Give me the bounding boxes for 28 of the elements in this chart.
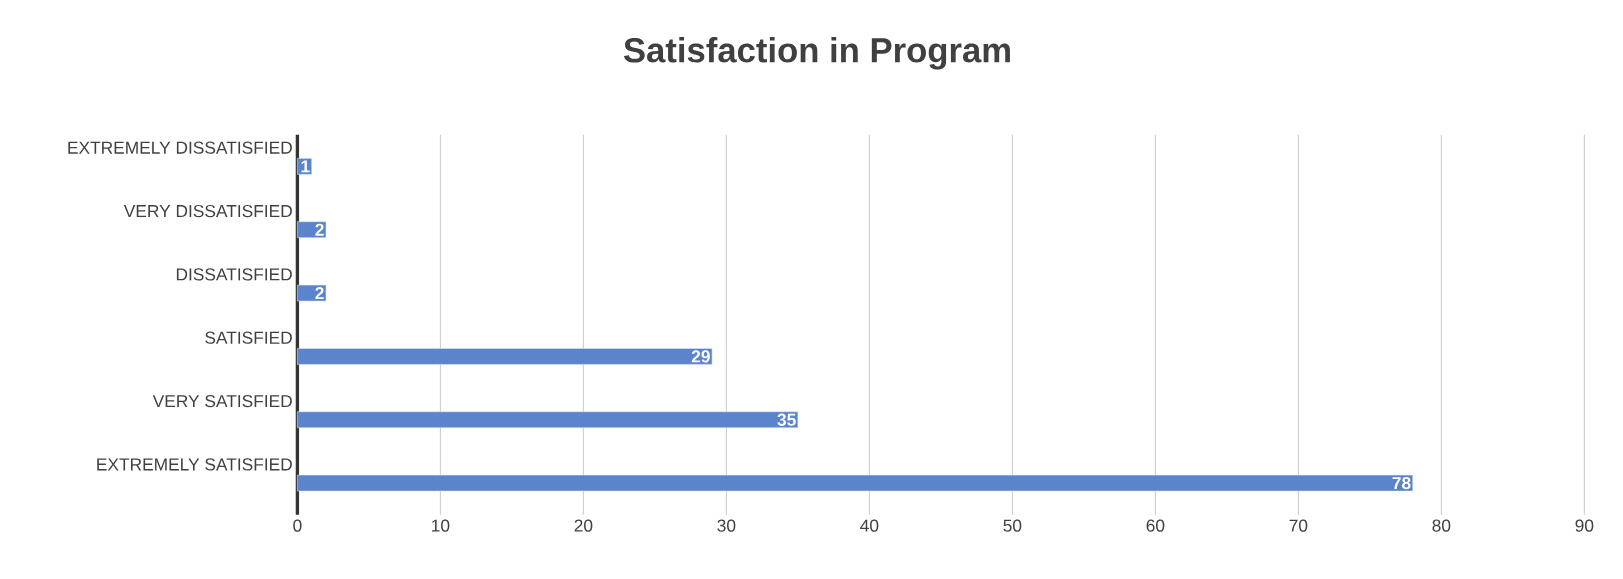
- y-tick-label: SATISFIED: [205, 331, 292, 344]
- x-tick-label: 80: [1432, 519, 1451, 532]
- data-label: 35: [777, 413, 796, 426]
- data-label: 2: [315, 223, 324, 236]
- x-tick-label: 60: [1146, 519, 1165, 532]
- x-tick-label: 70: [1289, 519, 1308, 532]
- y-tick-label: VERY SATISFIED: [152, 395, 292, 408]
- x-tick-label: 0: [293, 519, 302, 532]
- bar: [297, 348, 713, 365]
- y-tick-label: EXTREMELY DISSATISFIED: [68, 141, 292, 154]
- bar: [297, 284, 327, 302]
- x-tick-label: 50: [1003, 519, 1022, 532]
- x-tick-label: 90: [1575, 519, 1594, 532]
- chart-title: Satisfaction in Program: [623, 37, 1010, 70]
- data-label: 2: [315, 287, 324, 300]
- bar: [297, 221, 327, 239]
- y-tick-label: DISSATISFIED: [176, 268, 292, 281]
- y-tick-label: EXTREMELY SATISFIED: [97, 458, 292, 471]
- data-label: 78: [1392, 477, 1411, 490]
- x-tick-label: 10: [432, 519, 450, 532]
- data-label: 1: [301, 160, 310, 173]
- y-tick-label: VERY DISSATISFIED: [123, 205, 292, 218]
- x-tick-label: 30: [717, 519, 736, 532]
- data-label: 29: [691, 350, 710, 363]
- bar: [297, 411, 799, 429]
- bar: [297, 474, 1414, 492]
- x-tick-label: 40: [860, 519, 879, 532]
- x-tick-label: 20: [574, 519, 593, 532]
